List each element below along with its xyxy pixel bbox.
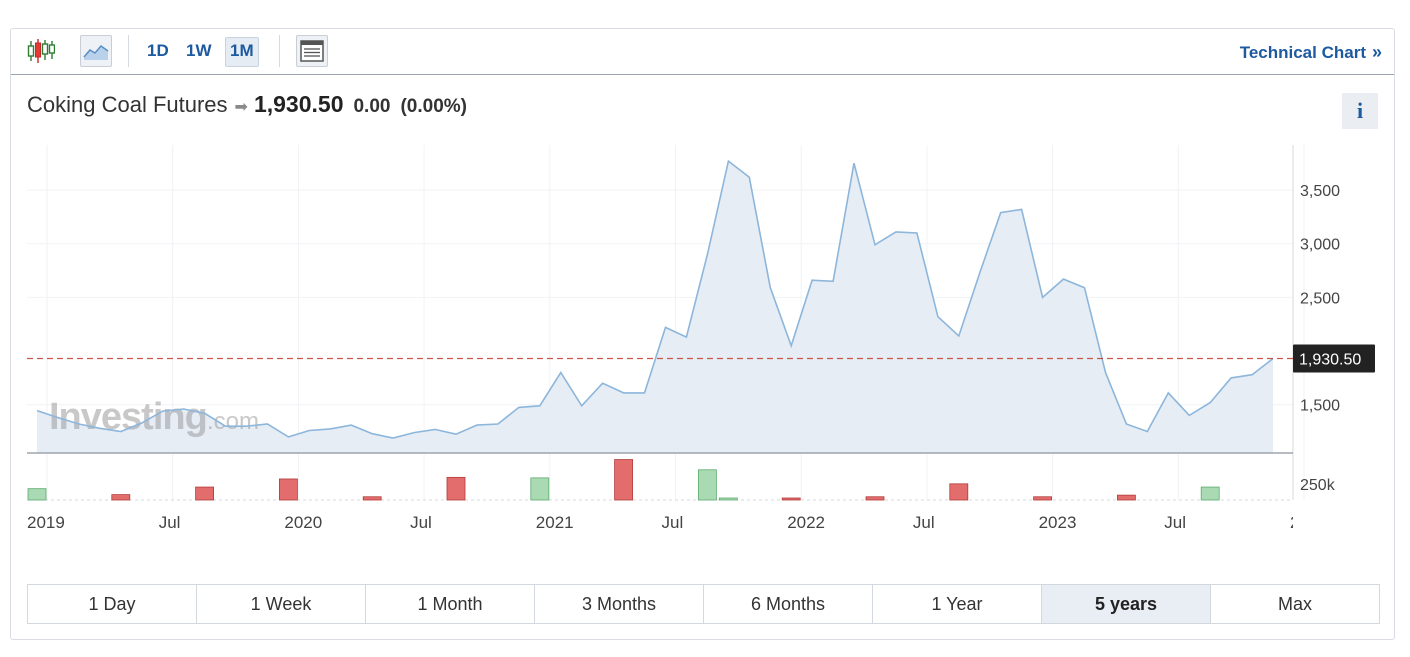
chart-widget: 1D 1W 1M Technical Chart » Coking Coal Fu…	[10, 28, 1395, 640]
range-6-months[interactable]: 6 Months	[704, 585, 873, 623]
double-chevron-right-icon: »	[1371, 42, 1382, 62]
interval-1d-button[interactable]: 1D	[147, 41, 169, 60]
volume-bar	[1033, 496, 1052, 501]
volume-bar	[27, 488, 47, 501]
range-1-week[interactable]: 1 Week	[197, 585, 366, 623]
instrument-name: Coking Coal Futures	[27, 92, 228, 117]
y-tick-label: 1,500	[1300, 398, 1340, 415]
x-tick-label: 2021	[536, 513, 574, 532]
range-1-month[interactable]: 1 Month	[366, 585, 535, 623]
x-tick-label: Jul	[913, 513, 935, 532]
arrow-right-icon: ➡	[234, 99, 248, 116]
volume-axis-label: 250k	[1300, 477, 1336, 494]
range-1-day[interactable]: 1 Day	[28, 585, 197, 623]
quote-header: Coking Coal Futures ➡ 1,930.50 0.00 (0.0…	[27, 91, 467, 121]
volume-bar	[362, 496, 382, 501]
x-axis-ticks: 2019 Jul 2020 Jul 2021 Jul 2022 Jul 2023 Jul 20	[27, 513, 1309, 532]
range-1-year[interactable]: 1 Year	[873, 585, 1042, 623]
layout-icon[interactable]	[296, 35, 328, 67]
price-chart[interactable]: Investing .com 1,500 2,500 3,000 3,500 2019…	[11, 29, 1396, 569]
price-change: 0.00	[353, 96, 391, 117]
price-line	[36, 159, 1274, 439]
price-area-fill	[37, 161, 1273, 453]
x-tick-label: 2019	[27, 513, 65, 532]
info-button[interactable]: i	[1342, 93, 1378, 129]
y-tick-label: 3,500	[1300, 183, 1340, 200]
x-tick-label: 2020	[284, 513, 322, 532]
x-tick-label: Jul	[1164, 513, 1186, 532]
volume-bars	[27, 459, 1220, 501]
area-chart-icon[interactable]	[80, 35, 112, 67]
volume-bar	[278, 478, 298, 501]
x-tick-label: 20	[1290, 513, 1309, 532]
x-tick-label: Jul	[410, 513, 432, 532]
range-selector: 1 Day 1 Week 1 Month 3 Months 6 Months 1…	[27, 584, 1380, 624]
range-5-years[interactable]: 5 years	[1042, 585, 1211, 623]
last-price: 1,930.50	[253, 91, 344, 117]
y-axis-ticks: 1,500 2,500 3,000 3,500	[1300, 183, 1340, 415]
investing-watermark: Investing .com	[49, 396, 259, 438]
volume-bar	[949, 483, 969, 501]
volume-bar	[1200, 486, 1220, 501]
last-price-tag: 1,930.50	[1293, 344, 1375, 373]
x-tick-label: 2022	[787, 513, 825, 532]
last-price-tag-label: 1,930.50	[1299, 352, 1361, 369]
watermark-brand: Investing	[49, 396, 207, 438]
range-max[interactable]: Max	[1277, 594, 1312, 614]
x-tick-label: 2023	[1039, 513, 1077, 532]
technical-chart-link[interactable]: Technical Chart »	[1240, 42, 1382, 63]
price-change-percent: (0.00%)	[400, 96, 467, 117]
candlestick-icon[interactable]	[25, 35, 57, 67]
technical-chart-label: Technical Chart	[1239, 43, 1366, 62]
y-tick-label: 2,500	[1300, 290, 1340, 307]
volume-bar	[530, 477, 550, 501]
chart-toolbar: 1D 1W 1M Technical Chart »	[11, 29, 1394, 75]
x-tick-label: Jul	[159, 513, 181, 532]
volume-bar	[781, 497, 801, 501]
volume-bar	[698, 469, 717, 501]
interval-1w-button[interactable]: 1W	[186, 41, 212, 60]
volume-bar	[446, 476, 466, 501]
range-3-months[interactable]: 3 Months	[535, 585, 704, 623]
volume-bar	[865, 496, 885, 501]
watermark-suffix: .com	[207, 408, 259, 435]
y-tick-label: 3,000	[1300, 237, 1340, 254]
x-tick-label: Jul	[662, 513, 684, 532]
volume-bar	[1117, 494, 1136, 501]
last-price-tag-bg	[1293, 344, 1375, 373]
interval-1m-button[interactable]: 1M	[225, 37, 259, 67]
volume-bar	[195, 486, 215, 501]
volume-bar	[718, 497, 738, 501]
volume-bar	[111, 494, 131, 501]
volume-bar	[614, 459, 633, 501]
